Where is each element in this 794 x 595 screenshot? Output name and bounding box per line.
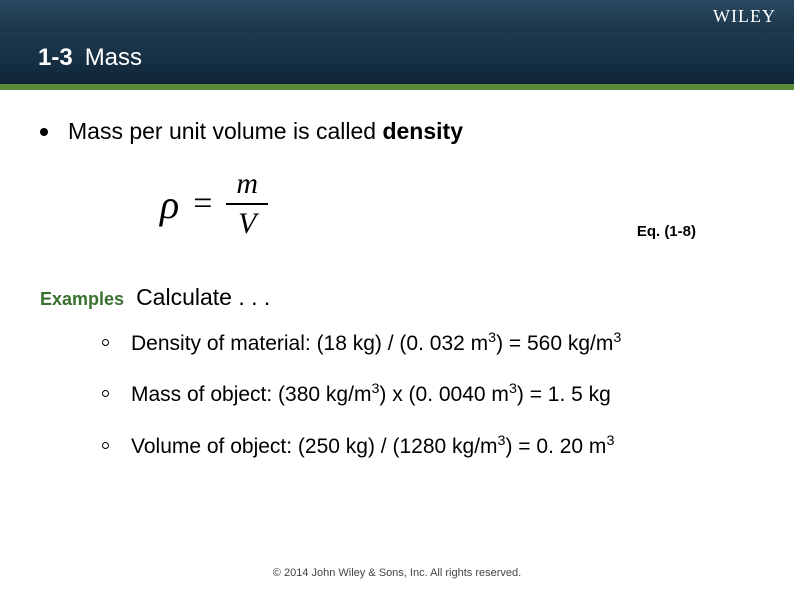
example-text: Mass of object: (380 kg/m 3) x (0. 0040 m… <box>131 380 611 409</box>
example-text: Volume of object: (250 kg) / (1280 kg/m 3… <box>131 432 614 461</box>
equation-equals: = <box>193 185 212 223</box>
sup: 3 <box>613 330 621 346</box>
equation-lhs: ρ <box>160 181 179 228</box>
title-bar: 1-3 Mass <box>0 32 794 84</box>
t: Volume of object: (250 kg) / (1280 kg/m <box>131 435 498 458</box>
bullet-prefix: Mass per unit volume is called <box>68 118 382 144</box>
examples-heading: Calculate . . . <box>136 284 270 311</box>
section-title: Mass <box>85 44 142 72</box>
examples-label: Examples <box>40 289 124 310</box>
t: Mass of object: (380 kg/m <box>131 383 371 406</box>
copyright-footer: © 2014 John Wiley & Sons, Inc. All right… <box>0 567 794 579</box>
list-item: Volume of object: (250 kg) / (1280 kg/m 3… <box>102 432 754 461</box>
bullet-bold: density <box>382 118 463 144</box>
equation-label: Eq. (1-8) <box>637 223 696 240</box>
main-bullet: Mass per unit volume is called density <box>40 118 754 145</box>
sup: 3 <box>509 381 517 397</box>
bullet-text: Mass per unit volume is called density <box>68 118 463 145</box>
brand-band: WILEY <box>0 0 794 32</box>
equation-denominator: V <box>238 205 256 241</box>
example-text: Density of material: (18 kg) / (0. 032 m… <box>131 329 621 358</box>
section-number: 1-3 <box>38 44 73 72</box>
list-item: Mass of object: (380 kg/m 3) x (0. 0040 m… <box>102 380 754 409</box>
t: ) x (0. 0040 m <box>379 383 509 406</box>
list-item: Density of material: (18 kg) / (0. 032 m… <box>102 329 754 358</box>
bullet-icon <box>40 128 48 136</box>
sup: 3 <box>606 433 614 449</box>
circle-bullet-icon <box>102 442 109 449</box>
equation-label-row: Eq. (1-8) <box>40 223 754 240</box>
t: ) = 1. 5 kg <box>517 383 611 406</box>
circle-bullet-icon <box>102 339 109 346</box>
t: Density of material: (18 kg) / (0. 032 m <box>131 332 488 355</box>
examples-header: Examples Calculate . . . <box>40 284 754 311</box>
sup: 3 <box>488 330 496 346</box>
t: ) = 0. 20 m <box>505 435 606 458</box>
examples-list: Density of material: (18 kg) / (0. 032 m… <box>40 329 754 461</box>
circle-bullet-icon <box>102 390 109 397</box>
slide-content: Mass per unit volume is called density ρ… <box>0 90 794 461</box>
t: ) = 560 kg/m <box>496 332 613 355</box>
equation-fraction: m V <box>226 167 268 241</box>
wiley-logo: WILEY <box>713 6 776 27</box>
equation-numerator: m <box>226 167 268 205</box>
